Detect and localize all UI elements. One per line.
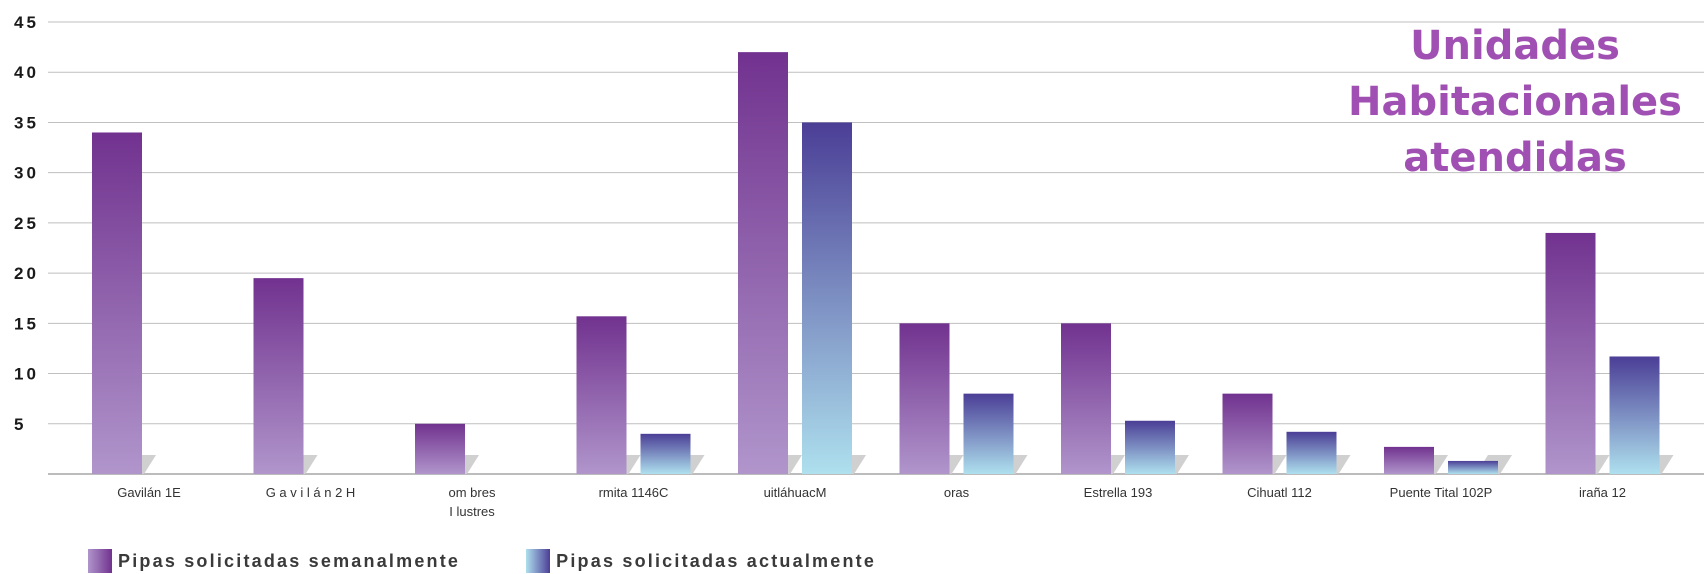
- bar-series-1: [1061, 323, 1111, 474]
- legend-label-series-2: Pipas solicitadas actualmente: [556, 550, 877, 571]
- x-tick-label: Cihuatl 112: [1247, 485, 1312, 500]
- x-tick-label: om bres I lustres: [449, 485, 496, 519]
- bar-series-2: [1448, 460, 1498, 474]
- bar-series-2: [640, 433, 691, 474]
- x-axis-labels: Gavilán 1E G a v i l á n 2 H om bres I lust…: [117, 485, 1626, 519]
- bar-series-1: [253, 278, 304, 474]
- y-tick-label: 5: [14, 415, 26, 434]
- chart-title: Unidades Habitacionales atendidas: [1348, 23, 1682, 181]
- bar-series-1: [92, 132, 142, 474]
- x-tick-label: Estrella 193: [1084, 485, 1153, 500]
- x-tick-label: Puente Tital 102P: [1390, 485, 1493, 500]
- bar-series-2: [1125, 420, 1175, 474]
- bar-series-1: [738, 52, 788, 475]
- x-tick-label: uitláhuacM: [764, 485, 827, 500]
- y-tick-label: 45: [14, 13, 39, 32]
- chart-title-line-1: Unidades: [1410, 23, 1620, 69]
- bar-series-1: [899, 323, 950, 474]
- bar-series-1: [415, 423, 465, 474]
- y-tick-label: 15: [14, 314, 39, 333]
- y-tick-label: 35: [14, 113, 39, 132]
- bar-series-1: [576, 316, 627, 474]
- y-tick-label: 20: [14, 264, 39, 283]
- chart-title-line-2: Habitacionales: [1348, 79, 1682, 125]
- y-tick-label: 40: [14, 63, 39, 82]
- x-tick-label: oras: [944, 485, 970, 500]
- y-tick-label: 25: [14, 214, 39, 233]
- legend-label-series-1: Pipas solicitadas semanalmente: [118, 550, 461, 571]
- y-tick-label: 10: [14, 365, 39, 384]
- chart-title-line-3: atendidas: [1403, 135, 1627, 181]
- bar-series-1: [1545, 232, 1596, 474]
- bar-series-1: [1222, 393, 1273, 474]
- bar-series-2: [963, 393, 1014, 474]
- legend-item-series-2: Pipas solicitadas actualmente: [526, 549, 876, 573]
- bar-series-2: [802, 122, 852, 474]
- legend: Pipas solicitadas semanalmente Pipas sol…: [88, 549, 942, 573]
- legend-swatch-series-1: [88, 549, 112, 573]
- legend-swatch-series-2: [526, 549, 551, 573]
- x-tick-label: G a v i l á n 2 H: [266, 485, 356, 500]
- x-tick-label: Gavilán 1E: [117, 485, 181, 500]
- bar-series-2: [1609, 356, 1660, 474]
- bars: [92, 52, 1674, 475]
- legend-item-series-1: Pipas solicitadas semanalmente: [88, 549, 460, 573]
- y-tick-label: 30: [14, 164, 39, 183]
- x-tick-label: rmita 1146C: [599, 485, 669, 500]
- bar-series-1: [1384, 446, 1434, 474]
- y-axis-ticks: 5 10 15 20 25 30 35 40 45: [14, 13, 39, 434]
- bar-series-2: [1286, 431, 1337, 474]
- x-tick-label: iraña 12: [1579, 485, 1626, 500]
